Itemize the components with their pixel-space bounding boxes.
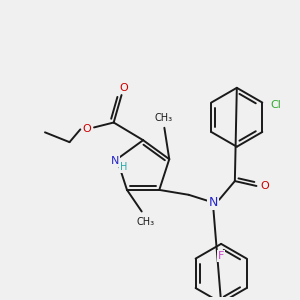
Text: Cl: Cl — [271, 100, 281, 110]
Text: CH₃: CH₃ — [154, 113, 172, 123]
Text: O: O — [119, 83, 128, 93]
Text: O: O — [260, 181, 269, 191]
Text: F: F — [218, 251, 224, 261]
Text: H: H — [120, 162, 128, 172]
Text: O: O — [83, 124, 92, 134]
Text: N: N — [111, 156, 119, 166]
Text: CH₃: CH₃ — [136, 217, 155, 227]
Text: N: N — [208, 196, 218, 209]
